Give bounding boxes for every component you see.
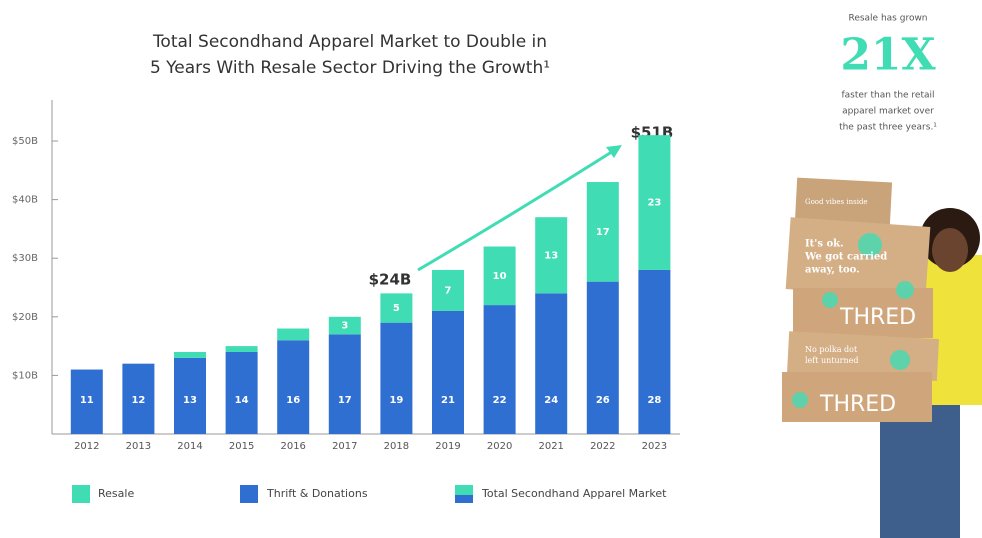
photo-text: left unturned [805, 356, 859, 365]
note-figure: 21X [840, 30, 936, 81]
x-tick-label: 2012 [74, 441, 99, 452]
photo-text: No polka dot [805, 345, 858, 354]
x-tick-label: 2013 [126, 441, 151, 452]
annotation: $24B [369, 271, 412, 289]
bar-segment [277, 328, 310, 341]
photo-text: We got carried [804, 252, 887, 263]
photo-text: Good vibes inside [805, 198, 868, 206]
x-tick-label: 2022 [590, 441, 615, 452]
note-lead: Resale has grown [848, 14, 927, 24]
legend-swatch [455, 495, 473, 503]
bar-segment [277, 340, 310, 434]
data-label: 26 [596, 395, 610, 406]
bar-segment [586, 182, 619, 282]
x-tick-label: 2023 [642, 441, 667, 452]
data-label: 13 [183, 395, 197, 406]
photo-text: THRED [819, 392, 896, 417]
data-label: 24 [544, 395, 558, 406]
y-tick-label: $40B [12, 195, 38, 206]
bar-segment [225, 346, 258, 352]
title-line: Total Secondhand Apparel Market to Doubl… [152, 32, 547, 52]
legend-label: Thrift & Donations [266, 487, 368, 500]
data-label: 19 [389, 395, 403, 406]
legend-swatch [455, 485, 473, 495]
data-label: 7 [445, 285, 452, 296]
x-tick-label: 2020 [487, 441, 512, 452]
bar-segment [380, 293, 413, 323]
x-tick-label: 2015 [229, 441, 254, 452]
data-label: 11 [80, 395, 94, 406]
x-tick-label: 2016 [280, 441, 305, 452]
x-tick-label: 2014 [177, 441, 202, 452]
data-label: 23 [647, 198, 661, 209]
y-tick-label: $50B [12, 136, 38, 147]
note-line: apparel market over [842, 107, 934, 117]
data-label: 10 [493, 271, 507, 282]
bar-segment [638, 269, 671, 434]
data-label: 16 [286, 395, 300, 406]
arrow-head [606, 145, 622, 158]
data-label: 17 [338, 395, 352, 406]
photo: Good vibes inside It's ok. We got carrie… [782, 177, 982, 538]
data-label: 28 [647, 395, 661, 406]
data-label: 5 [393, 303, 400, 314]
legend-swatch [240, 485, 258, 503]
note-line: faster than the retail [841, 91, 934, 101]
photo-text: away, too. [805, 265, 860, 276]
x-tick-label: 2017 [332, 441, 357, 452]
bar-segment [174, 357, 206, 434]
data-label: 17 [596, 227, 610, 238]
bar-segment [483, 246, 516, 306]
bar-segment [70, 369, 103, 434]
growth-arrow [417, 146, 619, 272]
bar-segment [328, 334, 361, 434]
legend-label: Resale [98, 487, 134, 500]
bar-segment [122, 363, 155, 434]
data-label: 12 [131, 395, 145, 406]
y-tick-label: $20B [12, 312, 38, 323]
bar-segment [380, 322, 413, 434]
legend-swatch [72, 485, 90, 503]
bar-segment [535, 217, 568, 294]
data-label: 14 [235, 395, 249, 406]
data-label: 13 [544, 250, 558, 261]
bar-segment [328, 316, 361, 335]
x-tick-label: 2018 [384, 441, 409, 452]
bar-segment [638, 135, 671, 270]
bar-segment [586, 281, 619, 434]
note-line: the past three years.¹ [839, 123, 937, 133]
data-label: 22 [493, 395, 507, 406]
photo-text: THRED [839, 305, 916, 330]
x-tick-label: 2021 [538, 441, 563, 452]
legend-label: Total Secondhand Apparel Market [481, 487, 667, 500]
bar-segment [483, 305, 516, 434]
bar-segment [174, 351, 206, 358]
data-label: 3 [341, 321, 348, 332]
data-label: 21 [441, 395, 455, 406]
y-tick-label: $30B [12, 253, 38, 264]
bar-segment [225, 351, 258, 434]
photo-text: It's ok. [805, 239, 844, 250]
bar-segment [535, 293, 568, 434]
x-tick-label: 2019 [435, 441, 460, 452]
title-line: 5 Years With Resale Sector Driving the G… [150, 58, 550, 78]
bar-segment [432, 310, 464, 434]
y-tick-label: $10B [12, 370, 38, 381]
bar-segment [432, 269, 464, 311]
